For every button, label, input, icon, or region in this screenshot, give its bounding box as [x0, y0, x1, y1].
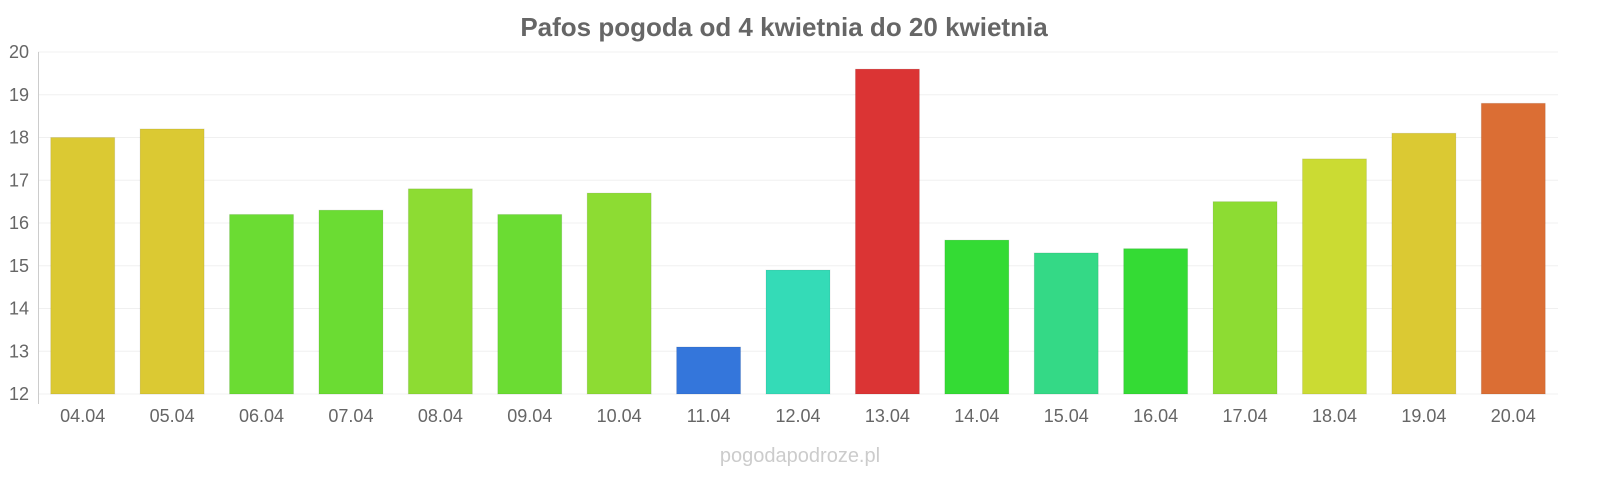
- x-tick-label: 10.04: [597, 406, 642, 426]
- bar-15.04: [1033, 252, 1099, 395]
- bar-13.04: [854, 68, 920, 395]
- x-tick-label: 09.04: [507, 406, 552, 426]
- bar-06.04: [229, 213, 295, 395]
- bar-19.04: [1391, 132, 1457, 395]
- x-tick-label: 11.04: [687, 406, 731, 426]
- x-tick-label: 04.04: [60, 406, 105, 426]
- bar-17.04: [1212, 201, 1278, 395]
- x-tick-label: 17.04: [1223, 406, 1268, 426]
- y-tick-label: 19: [9, 85, 29, 105]
- x-tick-label: 06.04: [239, 406, 284, 426]
- x-tick-label: 20.04: [1491, 406, 1536, 426]
- y-tick-label: 17: [9, 170, 29, 190]
- y-tick-label: 12: [9, 384, 29, 404]
- x-tick-label: 12.04: [775, 406, 820, 426]
- y-tick-label: 16: [9, 213, 29, 233]
- x-tick-label: 18.04: [1312, 406, 1357, 426]
- bar-20.04: [1480, 102, 1546, 395]
- y-tick-label: 13: [9, 341, 29, 361]
- y-tick-label: 14: [9, 299, 29, 319]
- x-tick-label: 05.04: [150, 406, 195, 426]
- bar-18.04: [1301, 158, 1367, 395]
- y-axis-ticks: 12 13 14 15 16 17 18 19 20: [9, 42, 29, 404]
- x-tick-label: 16.04: [1133, 406, 1178, 426]
- y-tick-label: 15: [9, 256, 29, 276]
- x-axis-ticks: 04.04 05.04 06.04 07.04 08.04 09.04 10.04 11.04…: [60, 406, 1536, 426]
- x-tick-label: 08.04: [418, 406, 463, 426]
- bar-14.04: [944, 239, 1010, 395]
- y-tick-label: 20: [9, 42, 29, 62]
- bar-08.04: [407, 188, 473, 395]
- x-tick-label: 14.04: [954, 406, 999, 426]
- bar-09.04: [497, 213, 563, 395]
- bar-16.04: [1123, 248, 1189, 395]
- x-tick-label: 15.04: [1044, 406, 1089, 426]
- x-tick-label: 13.04: [865, 406, 910, 426]
- y-tick-label: 18: [9, 128, 29, 148]
- watermark: pogodapodroze.pl: [720, 445, 880, 467]
- chart-title: Pafos pogoda od 4 kwietnia do 20 kwietni…: [520, 12, 1048, 42]
- bar-07.04: [318, 209, 384, 395]
- bars: [50, 68, 1546, 395]
- bar-12.04: [765, 269, 831, 395]
- bar-05.04: [139, 128, 205, 395]
- bar-10.04: [586, 192, 652, 395]
- x-tick-label: 07.04: [328, 406, 373, 426]
- bar-11.04: [676, 346, 742, 395]
- x-tick-label: 19.04: [1401, 406, 1446, 426]
- bar-04.04: [50, 137, 116, 395]
